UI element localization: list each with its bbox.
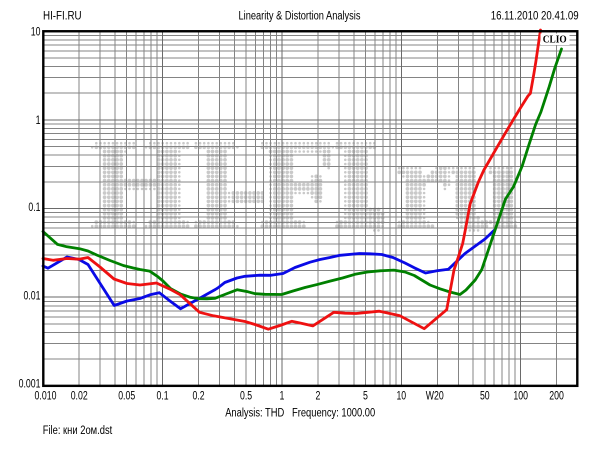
svg-text:0.01: 0.01	[24, 291, 41, 303]
svg-text:CLIO: CLIO	[543, 35, 567, 46]
svg-text:HI-FI.RU: HI-FI.RU	[43, 11, 82, 23]
svg-text:2: 2	[315, 391, 320, 403]
svg-text:Linearity & Distortion Analysi: Linearity & Distortion Analysis	[239, 11, 361, 23]
svg-text:0.05: 0.05	[118, 391, 135, 403]
svg-text:0.2: 0.2	[193, 391, 205, 403]
svg-text:File: кни 2ом.dst: File: кни 2ом.dst	[43, 425, 113, 437]
svg-text:5: 5	[363, 391, 368, 403]
svg-text:10: 10	[396, 391, 406, 403]
svg-text:0.1: 0.1	[28, 202, 40, 214]
svg-text:0.010: 0.010	[35, 391, 57, 403]
svg-text:10: 10	[31, 27, 41, 39]
svg-text:1: 1	[280, 391, 285, 403]
svg-text:16.11.2010 20.41.09: 16.11.2010 20.41.09	[491, 11, 579, 23]
svg-text:0.001: 0.001	[19, 379, 41, 391]
svg-text:1: 1	[36, 115, 41, 127]
svg-text:Analysis: THD Frequency: 100: Analysis: THD Frequency: 1000.00	[225, 407, 375, 419]
svg-text:0.1: 0.1	[157, 391, 169, 403]
svg-text:100: 100	[513, 391, 528, 403]
svg-text:W20: W20	[426, 391, 444, 403]
svg-text:0.02: 0.02	[71, 391, 88, 403]
svg-text:200: 200	[549, 391, 564, 403]
svg-text:50: 50	[480, 391, 490, 403]
svg-text:0.5: 0.5	[240, 391, 252, 403]
